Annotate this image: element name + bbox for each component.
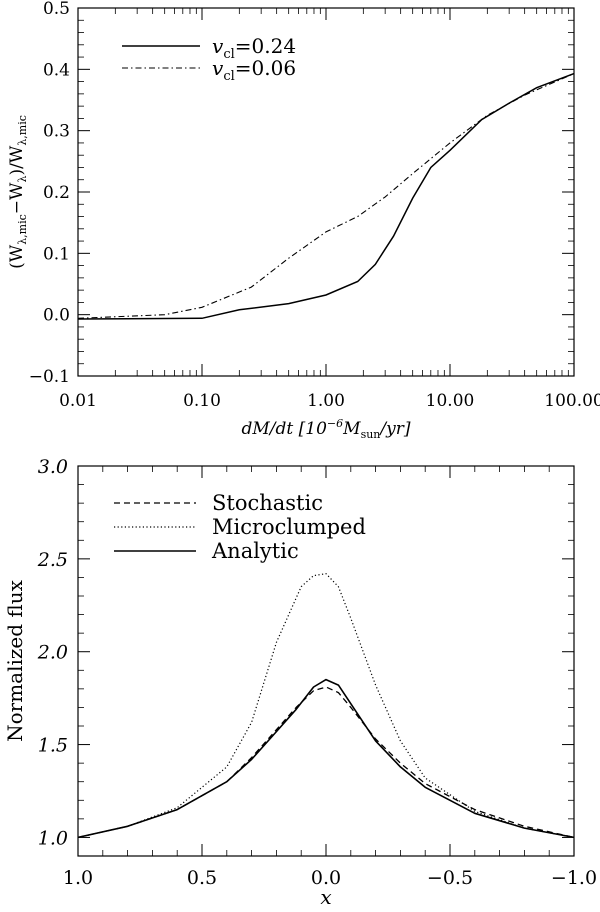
bottom-y-tick-label: 3.0 [38,456,68,478]
bottom-x-tick-label: 0.5 [187,867,217,889]
bottom-y-tick-label: 2.5 [37,549,68,571]
legend-entry-1: vcl=0.24 [212,34,296,62]
legend-entry-2: vcl=0.06 [212,56,296,84]
bottom-x-tick-label: 1.0 [63,867,93,889]
bottom-y-tick-label: 1.0 [38,827,68,849]
top-y-tick-label: −0.1 [29,367,70,387]
top-plot-frame [77,7,575,377]
top-axis-ticks: 0.01 0.10 1.00 10.00 100.00 −0.1 0.0 0.1 0.2 0.3 0… [29,0,600,411]
bottom-y-tick-label: 1.5 [38,735,68,757]
bottom-y-axis-label: Normalized flux [3,579,27,742]
top-y-tick-label: 0.5 [43,0,70,19]
top-y-tick-label: 0.0 [43,306,70,326]
bottom-x-axis-label: x [320,885,331,909]
top-chart: 0.01 0.10 1.00 10.00 100.00 −0.1 0.0 0.1 0.2 0.3 0… [7,0,600,441]
bottom-series-line-stochastic [77,686,575,839]
top-x-tick-label: 0.10 [183,391,221,411]
bottom-series-group [77,573,575,839]
top-legend: vcl=0.24 vcl=0.06 [122,34,296,84]
top-y-tick-label: 0.1 [43,244,70,264]
top-y-tick-label: 0.3 [43,122,70,142]
top-series-line-2 [77,73,575,319]
bottom-x-tick-label: −0.5 [427,867,473,889]
top-y-tick-label: 0.2 [43,183,70,203]
top-x-tick-label: 100.00 [544,391,600,411]
legend-entry-microclumped: Microclumped [212,515,366,539]
top-x-axis-label: dM/dt [10−6Msun/yr] [242,417,411,441]
bottom-x-tick-label: 0.0 [311,867,341,889]
top-series-line-1 [77,72,575,320]
top-y-axis-label: (Wλ,mic−Wλ)/Wλ,mic [7,115,29,269]
bottom-legend: Stochastic Microclumped Analytic [114,491,366,563]
bottom-series-line-analytic [77,678,575,839]
bottom-series-line-microclumped [77,573,575,838]
bottom-y-tick-label: 2.0 [37,642,68,664]
top-x-tick-label: 10.00 [426,391,475,411]
top-x-tick-label: 1.00 [307,391,345,411]
bottom-chart: 1.0 0.5 0.0 −0.5 −1.0 1.0 1.5 2.0 2.5 3.0 Stochas… [3,456,597,909]
legend-entry-analytic: Analytic [211,539,299,563]
bottom-x-tick-label: −1.0 [551,867,597,889]
top-series-group [77,72,575,320]
top-y-tick-label: 0.4 [43,60,70,80]
legend-entry-stochastic: Stochastic [212,491,323,515]
top-x-tick-label: 0.01 [59,391,97,411]
bottom-axis-ticks: 1.0 0.5 0.0 −0.5 −1.0 1.0 1.5 2.0 2.5 3.0 [37,456,597,889]
